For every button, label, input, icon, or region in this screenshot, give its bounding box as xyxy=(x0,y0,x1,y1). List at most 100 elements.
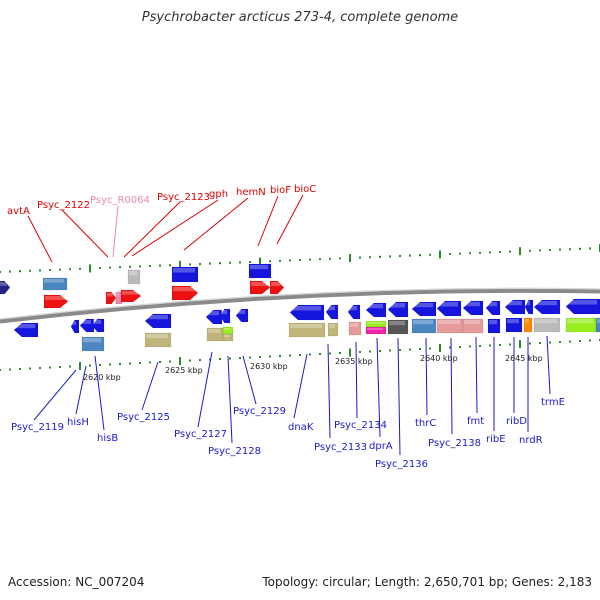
gene-feature[interactable] xyxy=(524,299,534,315)
gene-label-top[interactable]: avtA xyxy=(7,206,30,217)
gene-feature[interactable] xyxy=(325,304,339,320)
gene-feature[interactable] xyxy=(327,322,339,337)
gene-label-bottom[interactable]: Psyc_2134 xyxy=(334,420,387,431)
gene-feature-shine xyxy=(367,328,383,331)
gene-feature-shine xyxy=(93,320,101,324)
gene-label-bottom[interactable]: fmt xyxy=(467,416,484,427)
gene-feature[interactable] xyxy=(505,317,523,333)
gene-feature[interactable] xyxy=(347,304,361,320)
leader-line xyxy=(61,209,109,258)
gene-label-bottom[interactable]: hisB xyxy=(97,433,118,444)
gene-feature-shine xyxy=(107,293,113,297)
gene-feature[interactable] xyxy=(171,266,199,283)
gene-feature[interactable] xyxy=(115,291,123,305)
gene-feature[interactable] xyxy=(171,285,199,301)
gene-label-bottom[interactable]: thrC xyxy=(415,418,436,429)
gene-label-bottom[interactable]: Psyc_2138 xyxy=(428,438,481,449)
gene-feature[interactable] xyxy=(79,318,95,333)
gene-feature[interactable] xyxy=(365,320,387,328)
leader-line xyxy=(227,355,233,444)
gene-label-bottom[interactable]: Psyc_2129 xyxy=(233,406,286,417)
gene-feature[interactable] xyxy=(0,280,11,295)
leader-line xyxy=(131,199,219,257)
gene-feature-shine xyxy=(237,310,245,314)
gene-feature-shine xyxy=(349,306,357,311)
gene-label-bottom[interactable]: Psyc_2128 xyxy=(208,446,261,457)
scale-label: 2620 kbp xyxy=(83,373,121,382)
gene-feature[interactable] xyxy=(42,277,68,291)
leader-line xyxy=(425,337,428,416)
gene-feature[interactable] xyxy=(144,332,172,348)
gene-label-bottom[interactable]: Psyc_2133 xyxy=(314,442,367,453)
gene-label-top[interactable]: Psyc_R0064 xyxy=(90,195,150,206)
gene-feature[interactable] xyxy=(127,269,141,285)
gene-feature-shine xyxy=(567,319,593,324)
gene-feature[interactable] xyxy=(504,299,526,315)
gene-feature[interactable] xyxy=(222,333,234,342)
gene-feature-shine xyxy=(464,302,480,307)
gene-feature[interactable] xyxy=(248,263,272,279)
gene-label-bottom[interactable]: Psyc_2119 xyxy=(11,422,64,433)
gene-feature-shine xyxy=(525,319,529,324)
gene-feature[interactable] xyxy=(144,313,172,329)
gene-feature[interactable] xyxy=(487,318,501,334)
gene-feature[interactable] xyxy=(289,304,325,321)
gene-feature[interactable] xyxy=(485,300,501,316)
gene-label-bottom[interactable]: dnaK xyxy=(288,422,314,433)
gene-label-top[interactable]: bioF xyxy=(270,185,291,196)
gene-feature[interactable] xyxy=(120,289,142,303)
gene-label-bottom[interactable]: Psyc_2125 xyxy=(117,412,170,423)
leader-line xyxy=(94,355,105,431)
gene-feature[interactable] xyxy=(249,280,271,295)
gene-label-top[interactable]: Psyc_2123 xyxy=(157,192,210,203)
gene-feature[interactable] xyxy=(91,318,105,333)
gene-label-bottom[interactable]: hisH xyxy=(67,417,89,428)
gene-feature[interactable] xyxy=(462,318,484,334)
gene-feature[interactable] xyxy=(411,318,437,334)
gene-feature[interactable] xyxy=(70,319,80,334)
gene-label-bottom[interactable]: trmE xyxy=(541,397,565,408)
gene-label-bottom[interactable]: Psyc_2127 xyxy=(174,429,227,440)
gene-feature-shine xyxy=(251,282,267,286)
gene-feature-shine xyxy=(526,301,530,306)
gene-feature[interactable] xyxy=(13,322,39,338)
gene-label-bottom[interactable]: Psyc_2136 xyxy=(375,459,428,470)
gene-feature[interactable] xyxy=(595,317,600,333)
gene-feature[interactable] xyxy=(269,280,285,295)
gene-feature[interactable] xyxy=(81,336,105,352)
gene-feature[interactable] xyxy=(288,322,326,338)
gene-label-top[interactable]: Psyc_2122 xyxy=(37,200,90,211)
gene-feature[interactable] xyxy=(462,300,484,316)
gene-label-bottom[interactable]: ribE xyxy=(486,434,506,445)
gene-feature[interactable] xyxy=(533,317,561,333)
gene-label-top[interactable]: bioC xyxy=(294,184,316,195)
gene-feature[interactable] xyxy=(387,301,409,318)
gene-feature[interactable] xyxy=(365,326,387,335)
gene-feature[interactable] xyxy=(523,317,533,333)
gene-feature[interactable] xyxy=(436,300,462,317)
gene-label-bottom[interactable]: nrdR xyxy=(519,435,543,446)
gene-feature[interactable] xyxy=(219,308,231,324)
leader-line xyxy=(242,355,257,405)
gene-feature[interactable] xyxy=(205,309,223,325)
gene-feature-shine xyxy=(207,311,219,316)
gene-feature-shine xyxy=(72,321,76,325)
gene-feature[interactable] xyxy=(365,302,387,318)
leader-line xyxy=(112,205,119,258)
gene-label-bottom[interactable]: dprA xyxy=(369,441,393,452)
gene-label-bottom[interactable]: ribD xyxy=(506,416,527,427)
leader-line xyxy=(293,353,308,419)
gene-feature[interactable] xyxy=(348,321,362,336)
gene-feature[interactable] xyxy=(411,301,437,317)
gene-feature[interactable] xyxy=(387,319,409,335)
gene-feature[interactable] xyxy=(105,291,117,305)
gene-label-top[interactable]: gph xyxy=(209,189,228,200)
gene-feature[interactable] xyxy=(565,298,600,315)
map-title: Psychrobacter arcticus 273-4, complete g… xyxy=(141,10,459,25)
gene-feature[interactable] xyxy=(533,299,561,315)
gene-feature[interactable] xyxy=(43,294,69,309)
gene-feature-shine xyxy=(489,320,497,325)
gene-label-top[interactable]: hemN xyxy=(236,187,266,198)
gene-feature[interactable] xyxy=(235,308,249,323)
